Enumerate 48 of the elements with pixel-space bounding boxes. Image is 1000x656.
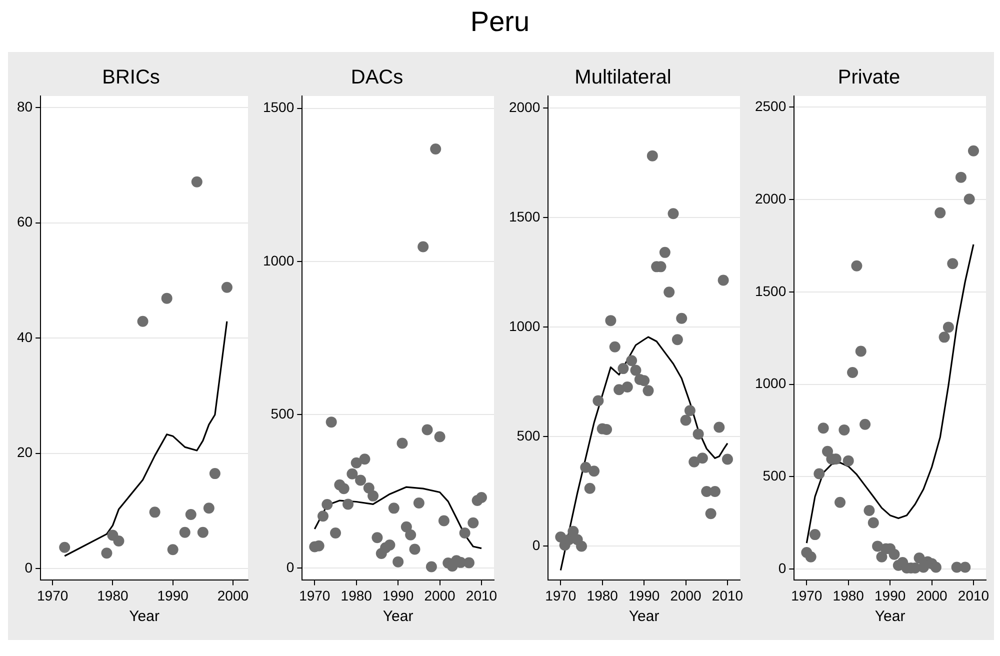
x-axis-title: Year xyxy=(382,608,414,626)
x-tick-label: 1990 xyxy=(382,587,414,604)
x-tick-label: 2000 xyxy=(424,587,456,604)
chart-title: BRICs xyxy=(102,66,160,89)
y-tick-label: 20 xyxy=(16,444,33,460)
y-tick-label: 500 xyxy=(516,428,540,444)
x-tick-label: 1970 xyxy=(545,587,576,604)
y-tick-label: 1000 xyxy=(262,252,294,268)
y-tick-label: 2000 xyxy=(508,98,540,115)
x-tick-label: 2010 xyxy=(712,587,744,604)
x-tick-label: 1990 xyxy=(628,587,660,604)
y-tick-label: 500 xyxy=(270,406,294,422)
chart-title: Multilateral xyxy=(574,66,672,89)
chart-title: Private xyxy=(838,66,900,89)
x-tick-label: 2000 xyxy=(217,587,249,604)
x-tick-label: 1990 xyxy=(157,587,189,604)
y-tick-label: 1500 xyxy=(754,282,786,299)
x-tick-label: 1980 xyxy=(832,587,864,604)
y-tick-label: 40 xyxy=(16,328,33,345)
y-tick-label: 1500 xyxy=(508,208,540,224)
y-tick-label: 0 xyxy=(532,537,540,554)
x-tick-label: 2000 xyxy=(670,587,702,604)
chart-title: DACs xyxy=(350,66,404,89)
y-tick-label: 0 xyxy=(286,558,294,575)
x-axis-title: Year xyxy=(628,608,660,626)
x-tick-label: 1980 xyxy=(586,587,618,604)
x-tick-label: 1970 xyxy=(37,587,68,604)
x-tick-label: 2010 xyxy=(958,587,990,604)
x-axis-title: Year xyxy=(129,608,160,626)
x-tick-label: 1990 xyxy=(874,587,906,604)
y-tick-label: 80 xyxy=(16,98,33,114)
y-tick-label: 2000 xyxy=(754,190,786,206)
x-axis-title: Year xyxy=(874,608,906,626)
y-tick-label: 500 xyxy=(762,468,786,484)
x-tick-label: 1970 xyxy=(299,587,330,604)
y-tick-label: 60 xyxy=(16,214,33,230)
x-tick-label: 1980 xyxy=(340,587,372,604)
text: Peru xyxy=(469,6,531,38)
x-tick-label: 2010 xyxy=(466,587,498,604)
y-tick-label: 2500 xyxy=(754,98,786,114)
y-tick-label: 1500 xyxy=(262,99,294,116)
y-tick-label: 0 xyxy=(24,560,33,576)
x-tick-label: 2000 xyxy=(916,587,948,604)
x-tick-label: 1970 xyxy=(791,587,822,604)
y-tick-label: 1000 xyxy=(754,375,786,392)
x-tick-label: 1980 xyxy=(97,587,128,604)
y-tick-label: 0 xyxy=(778,560,786,576)
y-tick-label: 1000 xyxy=(508,318,540,334)
